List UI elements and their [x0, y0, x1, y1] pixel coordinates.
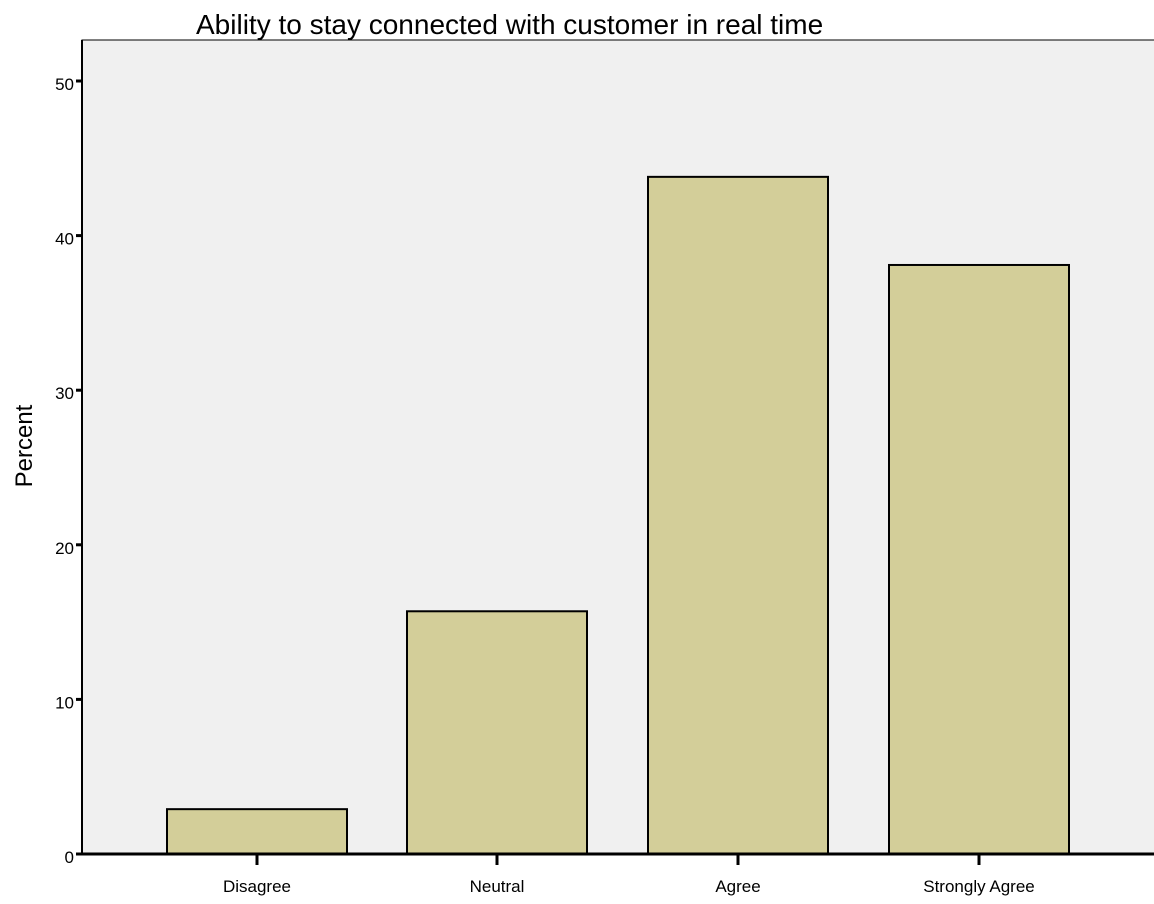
bar-disagree [166, 808, 348, 856]
x-axis-ticks: Disagree Neutral Agree Strongly Agree [223, 854, 1035, 896]
x-tick-label: Disagree [223, 877, 291, 896]
y-tick-label: 0 [65, 848, 74, 867]
chart-title: Ability to stay connected with customer … [196, 9, 823, 40]
y-tick-label: 40 [55, 230, 74, 249]
y-tick-label: 10 [55, 693, 74, 712]
y-tick-label: 30 [55, 384, 74, 403]
y-tick-label: 20 [55, 539, 74, 558]
bar-agree [647, 175, 829, 856]
bar-strongly-agree [888, 263, 1070, 855]
x-tick-label: Neutral [470, 877, 525, 896]
y-axis-label: Percent [11, 404, 38, 487]
x-tick-label: Strongly Agree [923, 877, 1035, 896]
x-tick-label: Agree [715, 877, 760, 896]
y-tick-label: 50 [55, 75, 74, 94]
y-axis-ticks: 0 10 20 30 40 50 [55, 75, 82, 867]
bars-group [166, 175, 1070, 856]
bar-neutral [406, 610, 588, 856]
